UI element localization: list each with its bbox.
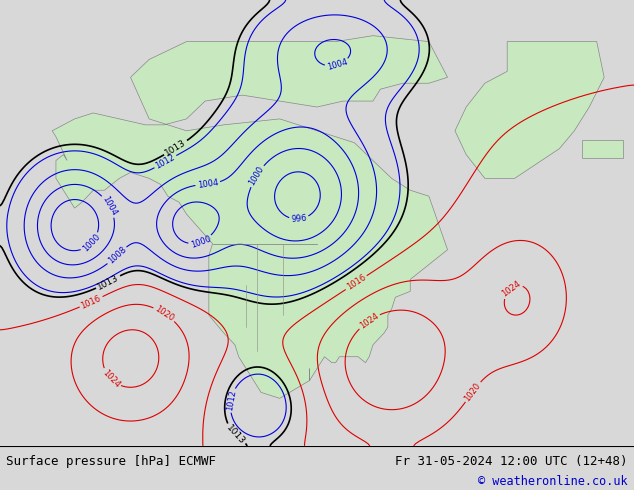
Text: 1008: 1008 [106, 245, 128, 266]
Text: 1004: 1004 [197, 178, 219, 190]
Text: Fr 31-05-2024 12:00 UTC (12+48): Fr 31-05-2024 12:00 UTC (12+48) [395, 455, 628, 468]
Text: 1000: 1000 [189, 234, 212, 250]
Text: 1020: 1020 [463, 381, 482, 403]
Text: 1013: 1013 [96, 273, 120, 292]
Polygon shape [455, 42, 604, 178]
Text: 1012: 1012 [154, 152, 177, 171]
Text: 1024: 1024 [358, 311, 380, 331]
Text: © weatheronline.co.uk: © weatheronline.co.uk [478, 475, 628, 488]
Polygon shape [52, 36, 448, 398]
Text: 1004: 1004 [326, 57, 349, 72]
Text: 1016: 1016 [80, 294, 103, 310]
Polygon shape [582, 140, 623, 158]
Text: 1016: 1016 [345, 273, 368, 292]
Text: 1024: 1024 [500, 279, 522, 298]
Text: 1024: 1024 [100, 368, 121, 390]
Text: 1020: 1020 [153, 304, 176, 323]
Text: 1000: 1000 [81, 232, 101, 254]
Text: 1000: 1000 [247, 165, 266, 187]
Text: 1004: 1004 [100, 195, 119, 218]
Text: 996: 996 [290, 214, 307, 224]
Text: 1013: 1013 [224, 423, 247, 446]
Text: 1013: 1013 [164, 138, 188, 158]
Text: 1012: 1012 [225, 389, 237, 412]
Text: Surface pressure [hPa] ECMWF: Surface pressure [hPa] ECMWF [6, 455, 216, 468]
